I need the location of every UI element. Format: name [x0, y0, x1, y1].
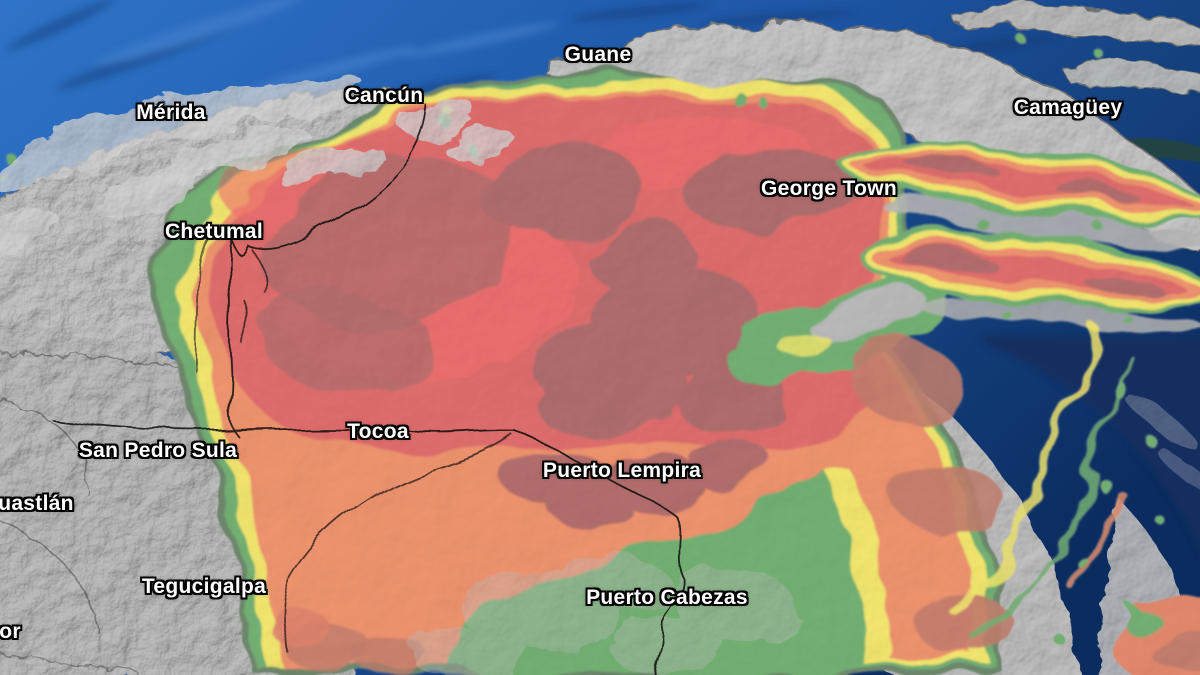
- shield-rain-streaks: [953, 327, 1139, 649]
- storm-precipitation-layer: [3, 23, 1200, 675]
- maroon-rain-pocket: [505, 437, 768, 532]
- yucatan-east-coastline: [231, 105, 429, 256]
- cloud-patches: [0, 80, 795, 675]
- coastline-borders: [51, 105, 686, 675]
- band-gap-gray-1: [881, 200, 1200, 248]
- chetumal-lagoon-lines: [241, 249, 267, 345]
- honduras-nicaragua-border: [282, 433, 513, 656]
- band-gap-gray-2: [912, 297, 1200, 339]
- honduras-north-coastline: [51, 419, 686, 675]
- dark-red-cells: [260, 144, 855, 434]
- belize-guatemala-border: [194, 237, 209, 373]
- east-rain-band-a: [836, 142, 1200, 222]
- green-flecks: [3, 23, 1165, 646]
- belize-coastline: [228, 239, 239, 437]
- east-rain-band-b: [855, 231, 1200, 313]
- green-wedge-intrusion: [734, 277, 947, 388]
- ocean-dark-gap: [981, 336, 1200, 549]
- northeast-island-chain: [954, 4, 1200, 94]
